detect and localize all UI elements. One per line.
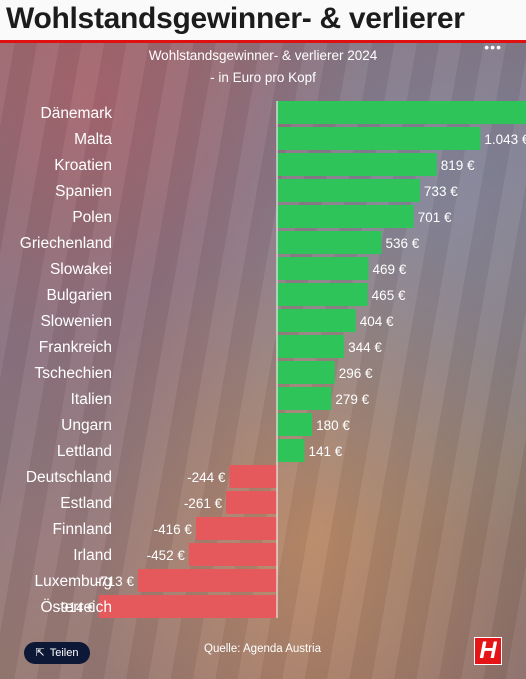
value-label: 701 € bbox=[418, 210, 452, 225]
category-label: Slowakei bbox=[50, 261, 112, 278]
bar-italien bbox=[277, 387, 332, 410]
category-label: Frankreich bbox=[39, 339, 112, 356]
bar-lettland bbox=[277, 439, 305, 462]
value-label: 344 € bbox=[348, 340, 382, 355]
share-label: Teilen bbox=[49, 647, 79, 659]
value-label: 733 € bbox=[424, 184, 458, 199]
category-label: Malta bbox=[74, 131, 112, 148]
bar-spanien bbox=[277, 179, 420, 202]
value-label: -416 € bbox=[154, 522, 193, 537]
brand-logo: H bbox=[474, 637, 502, 665]
bar-ungarn bbox=[277, 413, 313, 436]
chart-title: Wohlstandsgewinner- & verlierer 2024 bbox=[148, 48, 378, 63]
bar-tschechien bbox=[277, 361, 335, 384]
value-label: 296 € bbox=[339, 366, 373, 381]
value-label: 465 € bbox=[372, 288, 406, 303]
value-label: 1.043 € bbox=[484, 132, 526, 147]
bar-slowakei bbox=[277, 257, 369, 280]
bar-griechenland bbox=[277, 231, 382, 254]
share-icon: ⇱ bbox=[35, 646, 45, 659]
category-label: Deutschland bbox=[26, 469, 112, 486]
bar-finnland bbox=[195, 517, 277, 540]
category-label: Griechenland bbox=[20, 235, 112, 252]
category-label: Bulgarien bbox=[47, 287, 113, 304]
value-label: 180 € bbox=[316, 418, 350, 433]
category-label: Dänemark bbox=[41, 105, 113, 122]
header-bar: Wohlstandsgewinner- & verlierer bbox=[0, 0, 526, 43]
bar-bulgarien bbox=[277, 283, 368, 306]
category-label: Österreich bbox=[41, 598, 113, 616]
share-button[interactable]: ⇱ Teilen bbox=[24, 642, 90, 664]
category-label: Lettland bbox=[57, 443, 112, 460]
value-label: -261 € bbox=[184, 496, 223, 511]
value-label: 819 € bbox=[441, 158, 475, 173]
category-label: Slowenien bbox=[40, 313, 112, 330]
value-label: 469 € bbox=[372, 262, 406, 277]
category-label: Kroatien bbox=[54, 157, 112, 174]
bar-luxemburg bbox=[137, 569, 277, 592]
category-label: Ungarn bbox=[61, 417, 112, 434]
bar-estland bbox=[226, 491, 277, 514]
value-label: -713 € bbox=[96, 574, 135, 589]
category-label: Italien bbox=[71, 391, 112, 408]
page-title: Wohlstandsgewinner- & verlierer bbox=[6, 2, 465, 35]
value-label: 404 € bbox=[360, 314, 394, 329]
value-label: -452 € bbox=[147, 548, 186, 563]
value-label: 279 € bbox=[335, 392, 369, 407]
source-label: Quelle: Agenda Austria bbox=[204, 643, 321, 655]
chart-subtitle: - in Euro pro Kopf bbox=[210, 70, 316, 85]
bar-österreich bbox=[98, 595, 278, 618]
more-dots-icon[interactable]: ••• bbox=[484, 39, 502, 55]
value-label: 536 € bbox=[386, 236, 420, 251]
bar-irland bbox=[188, 543, 277, 566]
bar-malta bbox=[277, 127, 481, 150]
value-label: -244 € bbox=[187, 470, 226, 485]
category-label: Luxemburg bbox=[34, 573, 112, 590]
bar-deutschland bbox=[229, 465, 277, 488]
value-label: -914 € bbox=[56, 600, 95, 615]
category-label: Polen bbox=[72, 209, 112, 226]
category-label: Irland bbox=[73, 547, 112, 564]
bar-slowenien bbox=[277, 309, 356, 332]
category-label: Tschechien bbox=[34, 365, 112, 382]
bar-dänemark bbox=[277, 101, 526, 124]
category-label: Finnland bbox=[53, 521, 112, 538]
value-label: 141 € bbox=[308, 444, 342, 459]
bar-frankreich bbox=[277, 335, 345, 358]
category-label: Spanien bbox=[55, 183, 112, 200]
bar-polen bbox=[277, 205, 414, 228]
category-label: Estland bbox=[60, 495, 112, 512]
bar-kroatien bbox=[277, 153, 437, 176]
